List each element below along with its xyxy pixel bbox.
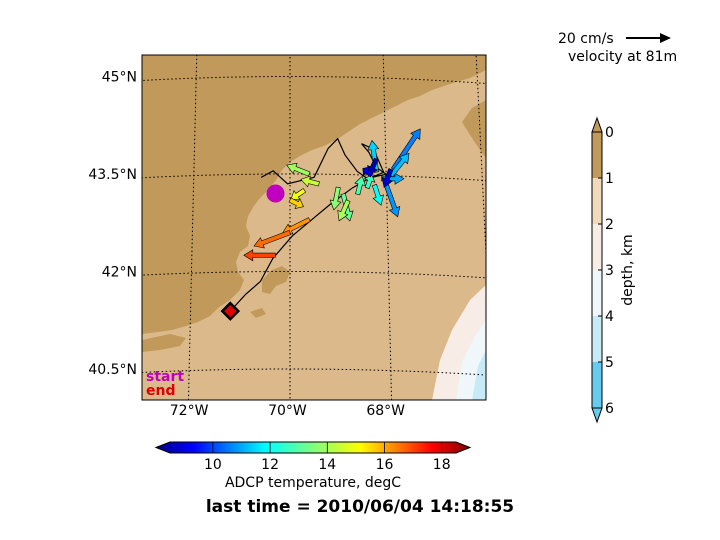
temperature-colorbar-label: ADCP temperature, degC	[225, 475, 401, 491]
depth-colorbar-label: depth, km	[620, 234, 636, 305]
start-marker	[266, 184, 285, 203]
x-tick-label: 72°W	[170, 403, 209, 419]
depth-extend-top	[591, 116, 603, 133]
velocity-arrow	[367, 157, 379, 176]
x-tick-label: 70°W	[268, 403, 307, 419]
velocity-arrow	[290, 188, 307, 201]
velocity-arrow	[371, 183, 384, 206]
depth-tick-label: 4	[605, 309, 614, 325]
temperature-tick-label: 10	[204, 457, 222, 473]
marker-layer	[220, 184, 285, 321]
ship-track	[229, 137, 388, 312]
graticule	[142, 55, 486, 400]
last-time-footer: last time = 2010/06/04 14:18:55	[206, 497, 514, 517]
x-axis-ticks: 72°W 70°W 68°W	[170, 403, 405, 419]
temperature-colorbar: 10 12 14 16 18 ADCP temperature, degC	[154, 441, 472, 491]
y-tick-label: 43.5°N	[88, 167, 137, 183]
depth-color-band	[592, 224, 602, 270]
depth-tick-label: 5	[605, 355, 614, 371]
depth-color-band	[592, 316, 602, 362]
reference-arrow-head	[660, 33, 671, 43]
depth-color-band	[592, 132, 602, 178]
depth-tick-label: 6	[605, 401, 614, 417]
velocity-arrow	[381, 172, 405, 185]
velocity-arrow	[329, 186, 342, 211]
depth-tick-label: 3	[605, 263, 614, 279]
velocity-arrow	[363, 174, 376, 190]
end-marker	[220, 301, 241, 321]
depth-tick-label: 0	[605, 125, 614, 141]
velocity-arrow	[288, 197, 304, 210]
temperature-tick-label: 16	[376, 457, 394, 473]
land-mainland	[142, 55, 486, 334]
velocity-arrow	[253, 230, 292, 249]
velocity-arrow	[286, 162, 311, 177]
land-cape-cod	[262, 266, 290, 294]
velocity-arrow	[243, 249, 276, 262]
velocity-arrow	[390, 128, 421, 172]
temperature-tick-label: 18	[433, 457, 451, 473]
velocity-arrow	[300, 175, 320, 188]
land-nova-scotia	[462, 100, 486, 158]
velocity-arrow	[337, 199, 351, 222]
temperature-tick-label: 12	[261, 457, 279, 473]
depth-color-band	[592, 178, 602, 224]
y-tick-label: 42°N	[102, 265, 137, 281]
velocity-arrows-layer	[243, 128, 421, 262]
reference-speed-label: 20 cm/s	[558, 31, 614, 47]
depth-extend-bottom	[591, 407, 603, 424]
land-islands	[142, 308, 266, 352]
velocity-arrow	[381, 168, 394, 188]
velocity-arrow	[384, 184, 401, 218]
velocity-arrow	[362, 166, 374, 178]
quiver-key: 20 cm/s velocity at 81m	[558, 31, 677, 65]
meridian-line	[187, 55, 198, 400]
y-axis-ticks: 45°N 43.5°N 42°N 40.5°N	[88, 70, 137, 379]
depth-colorbar: 0 1 2 3 4 5 6 depth, km	[591, 116, 636, 424]
depth-color-band	[592, 362, 602, 408]
depth-tick-label: 2	[605, 217, 614, 233]
velocity-arrow	[354, 175, 366, 196]
map-frame	[141, 54, 487, 401]
x-tick-label: 68°W	[366, 403, 405, 419]
temperature-tick-label: 14	[318, 457, 336, 473]
end-label: end	[146, 383, 175, 399]
depth-tick-label: 1	[605, 171, 614, 187]
meridian-line	[382, 55, 393, 400]
temperature-colorbar-body	[154, 441, 472, 454]
start-label: start	[146, 369, 184, 385]
ship-track-layer	[229, 137, 388, 312]
depth-color-band	[592, 270, 602, 316]
y-tick-label: 40.5°N	[88, 362, 137, 378]
reference-depth-label: velocity at 81m	[568, 49, 677, 65]
y-tick-label: 45°N	[102, 70, 137, 86]
map-panel: 72°W 70°W 68°W 45°N43.5°N42°N40.5°N start …	[88, 54, 487, 419]
parallel-line	[142, 173, 486, 182]
